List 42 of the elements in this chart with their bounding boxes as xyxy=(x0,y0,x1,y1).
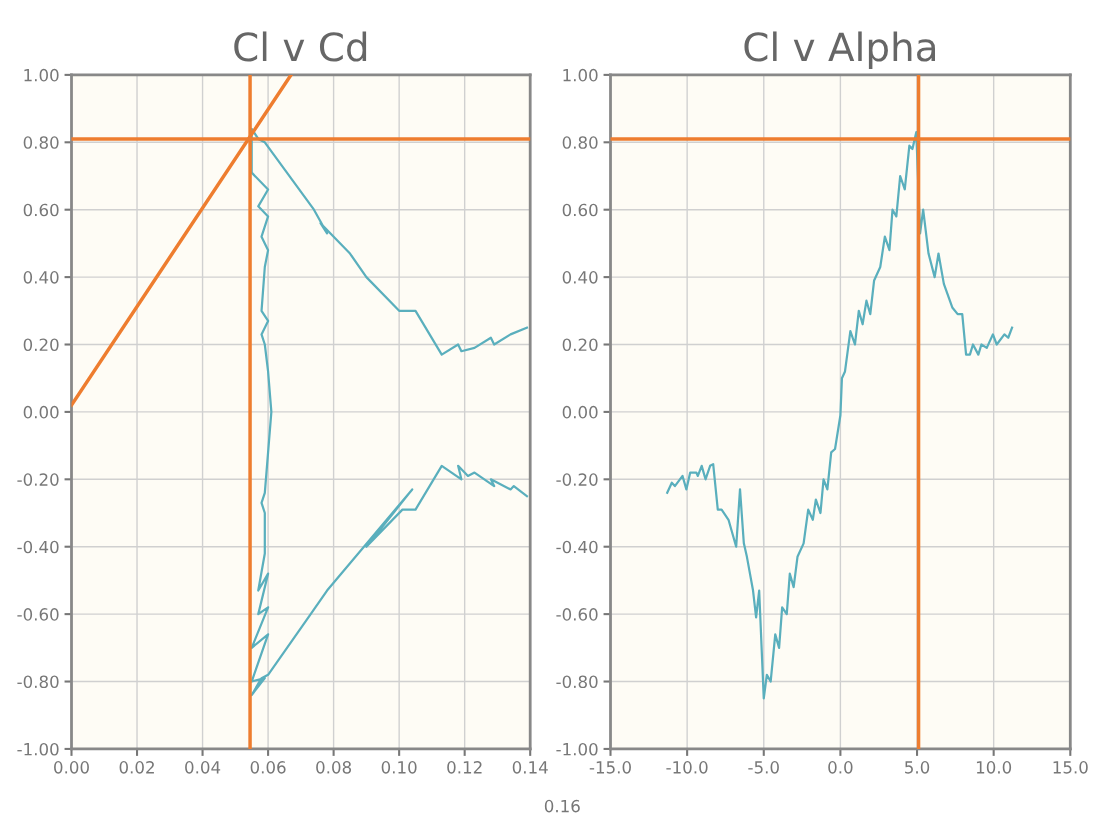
y-tick-label: 1.00 xyxy=(563,68,598,82)
y-tick-label: 1.00 xyxy=(24,68,59,82)
y-tick-label: 0.00 xyxy=(562,405,598,419)
y-tick-label: 0.80 xyxy=(562,136,598,149)
y-tick-label: -0.60 xyxy=(556,608,598,621)
x-tick-label: 0.06 xyxy=(250,761,286,774)
y-tick-label: 0.60 xyxy=(562,203,598,217)
y-tick-label: 0.20 xyxy=(23,338,59,352)
x-tick-label: 10.0 xyxy=(976,761,1012,774)
x-tick-label: -15.0 xyxy=(589,761,631,774)
y-tick-label: 0.40 xyxy=(23,271,59,284)
x-tick-label: 0.04 xyxy=(185,761,221,774)
y-tick-label: -0.40 xyxy=(17,540,59,554)
x-tick-label: -10.0 xyxy=(666,761,708,774)
y-tick-label: -0.80 xyxy=(556,675,598,689)
y-tick-label: 0.60 xyxy=(23,203,59,217)
y-tick-label: -0.80 xyxy=(17,675,59,689)
x-tick-label: 0.08 xyxy=(316,761,352,774)
y-tick-label: 0.40 xyxy=(562,271,598,284)
y-tick-label: 0.80 xyxy=(23,136,59,149)
y-tick-label: -0.20 xyxy=(556,473,598,486)
x-tick-label: 15.0 xyxy=(1053,761,1088,774)
x-tick-label: 0.10 xyxy=(381,761,417,774)
chart-title: Cl v Cd xyxy=(234,31,367,62)
y-tick-label: -0.20 xyxy=(17,473,59,486)
line-series xyxy=(250,127,529,697)
y-tick-label: -1.00 xyxy=(17,742,59,756)
text: 0.16 xyxy=(544,799,580,813)
y-tick-label: -0.60 xyxy=(17,608,59,621)
x-tick-label: 0.12 xyxy=(447,761,482,774)
x-tick-label: -5.0 xyxy=(748,761,779,774)
y-tick-label: -1.00 xyxy=(556,742,598,756)
y-tick-label: -0.40 xyxy=(556,540,598,554)
line-series xyxy=(666,131,1014,700)
x-tick-label: 5.0 xyxy=(905,761,930,774)
y-tick-label: 0.00 xyxy=(23,405,59,419)
y-tick-label: 0.20 xyxy=(562,338,598,352)
x-tick-label: 0.02 xyxy=(119,761,154,774)
x-tick-label: 0.0 xyxy=(828,761,853,774)
chart-title: Cl v Alpha xyxy=(744,31,935,70)
x-tick-label: 0.00 xyxy=(54,761,89,774)
x-tick-label: 0.14 xyxy=(512,761,548,774)
